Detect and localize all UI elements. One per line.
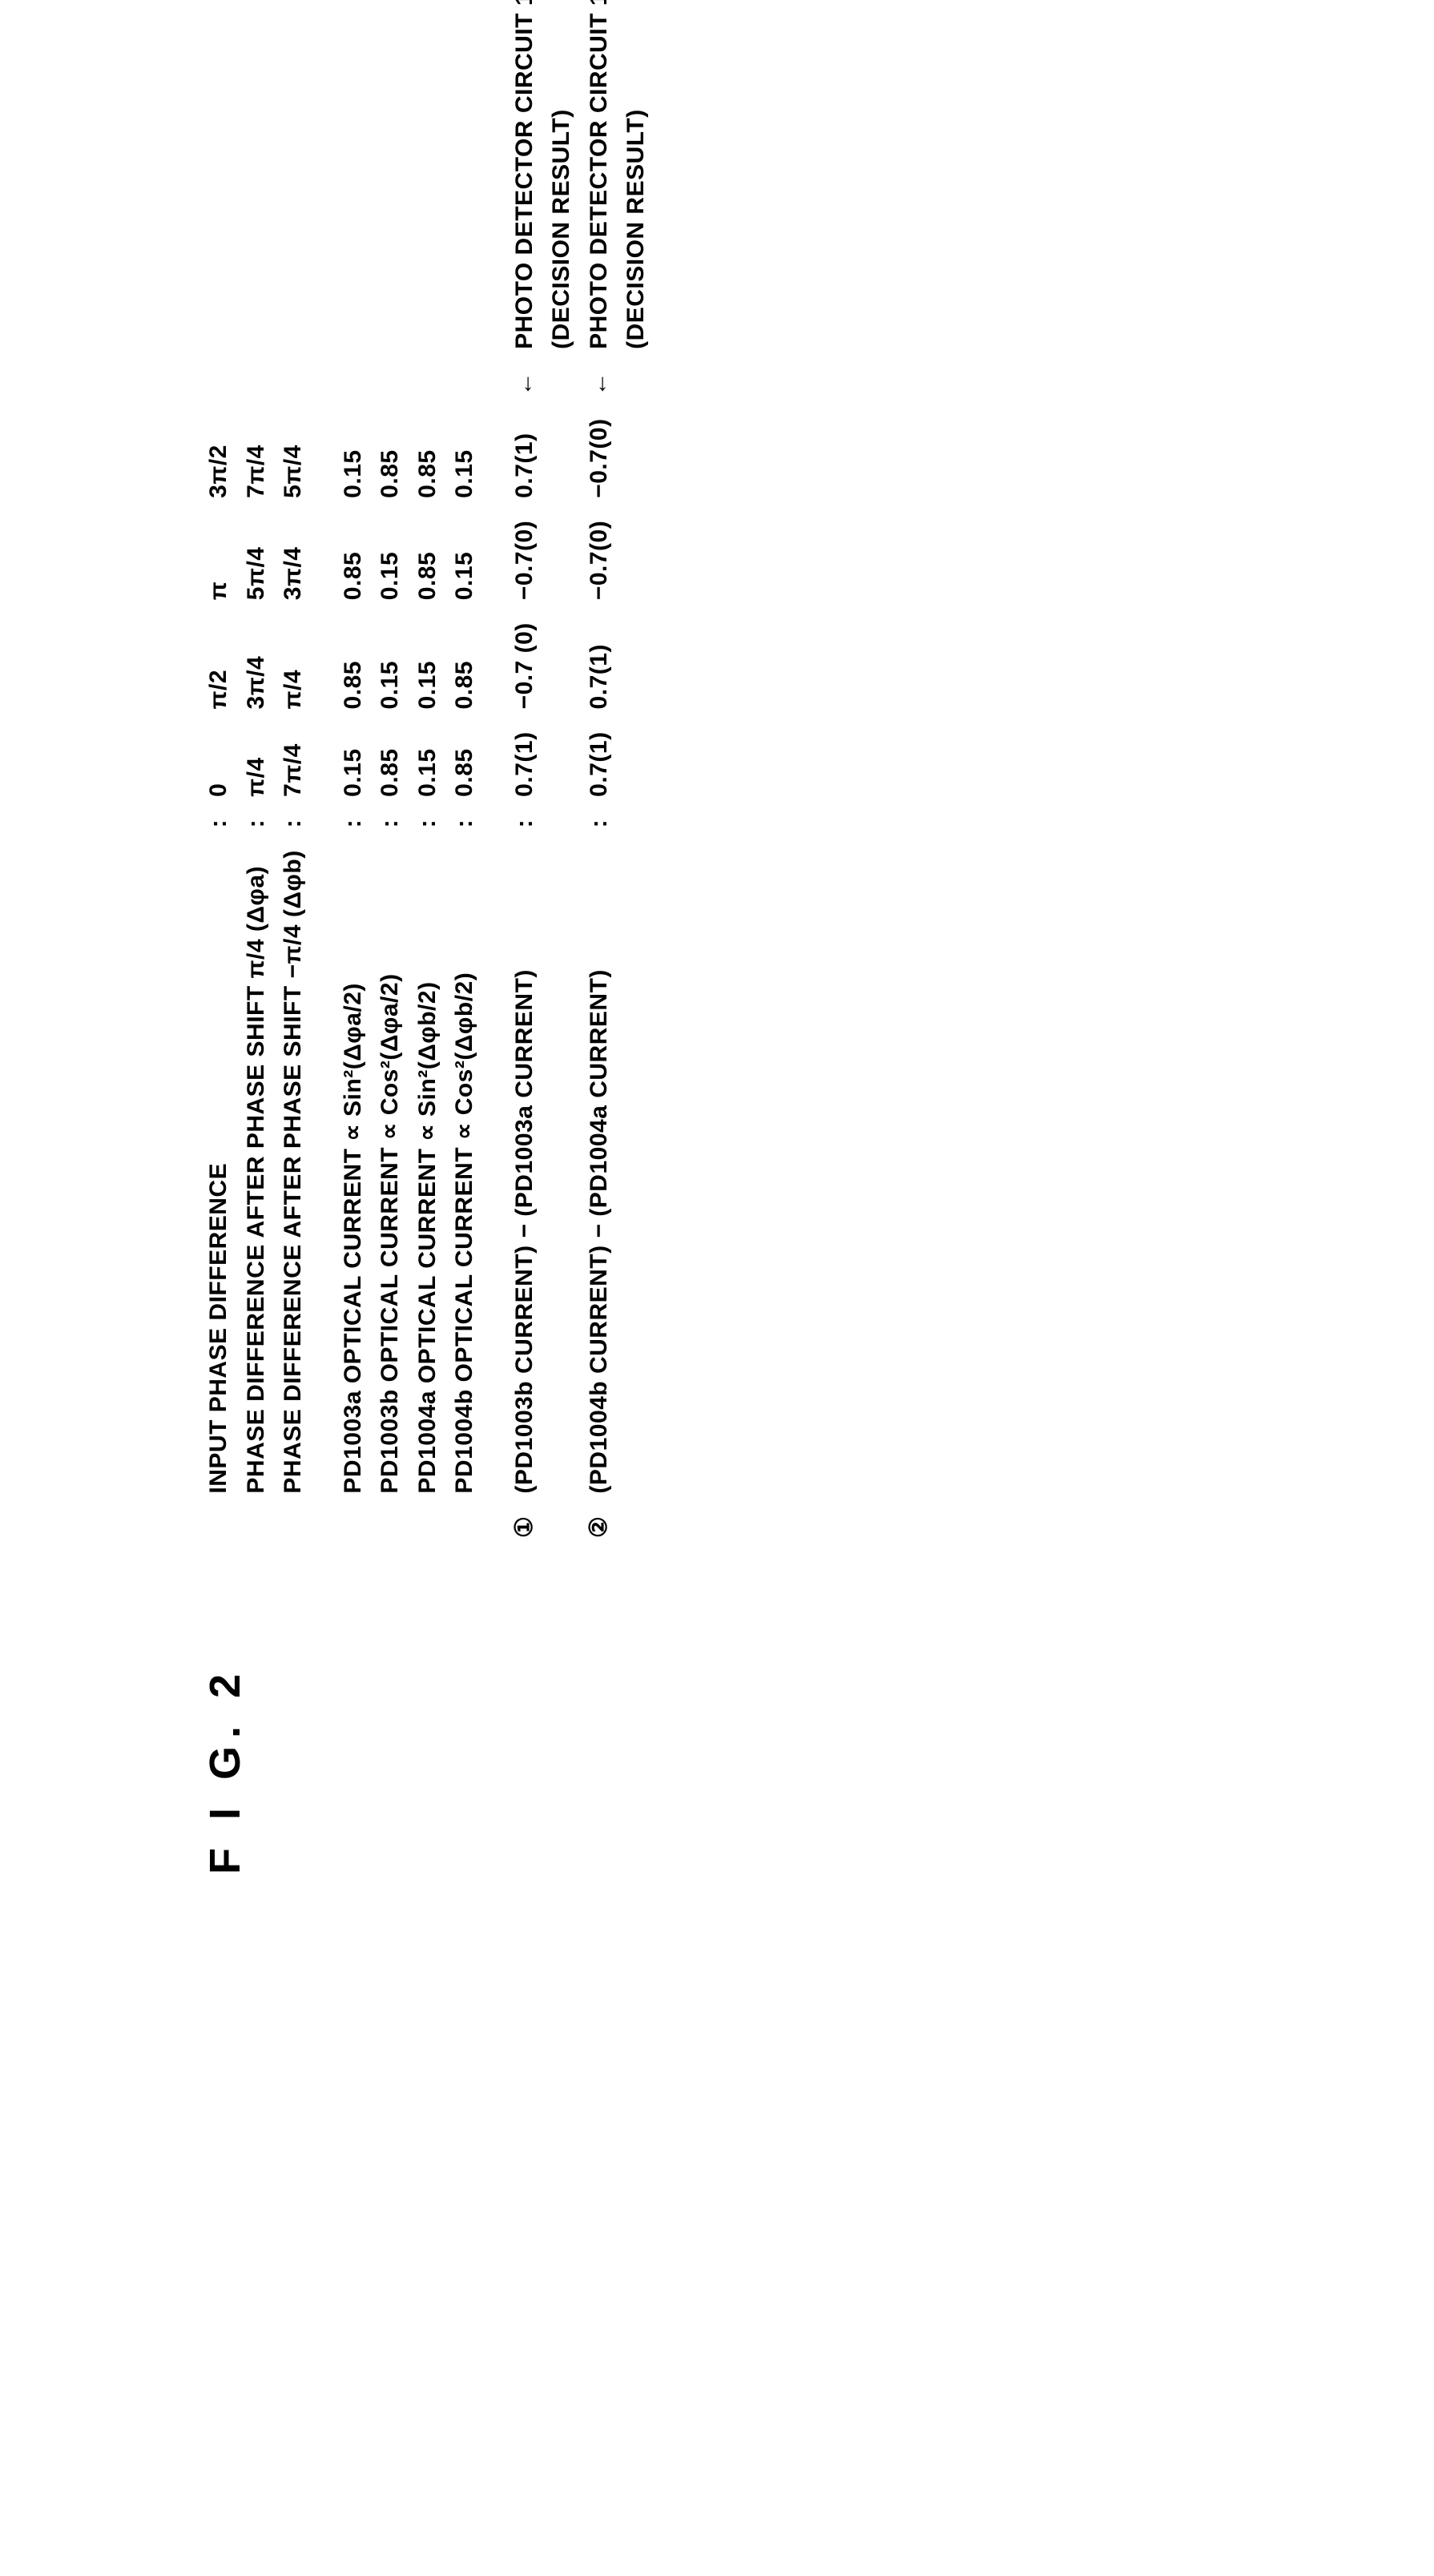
- row-label: (PD1003b CURRENT) − (PD1003a CURRENT): [506, 827, 581, 1493]
- row-number-icon: ①: [506, 1516, 544, 1538]
- cell: 0.7(1): [581, 600, 655, 709]
- cell: 0.7(1): [581, 709, 655, 796]
- cell: 0.85: [372, 396, 409, 497]
- table-row: INPUT PHASE DIFFERENCE : 0 π/2 π 3π/2: [200, 0, 238, 1538]
- note-text: PHOTO DETECTOR CIRCUIT 1003 OUTPUT LEVEL…: [506, 0, 581, 349]
- table-block: INPUT PHASE DIFFERENCE : 0 π/2 π 3π/2 PH…: [200, 176, 655, 1538]
- cell: 0.15: [372, 498, 409, 600]
- cell: 3π/2: [200, 396, 238, 497]
- row-label: PD1003b OPTICAL CURRENT ∝ Cos²(Δφa/2): [372, 827, 409, 1493]
- cell: 0.85: [372, 709, 409, 796]
- cell: 0.15: [446, 396, 484, 497]
- row-label: PD1003a OPTICAL CURRENT ∝ Sin²(Δφa/2): [335, 827, 373, 1493]
- cell: −0.7(0): [581, 396, 655, 497]
- cell: 0.15: [372, 600, 409, 709]
- row-label: (PD1004b CURRENT) − (PD1004a CURRENT): [581, 827, 655, 1493]
- row-number-icon: ②: [581, 1516, 618, 1538]
- cell: 0.7(1): [506, 396, 581, 497]
- table-row: ① (PD1003b CURRENT) − (PD1003a CURRENT) …: [506, 0, 581, 1538]
- cell: −0.7(0): [581, 498, 655, 600]
- cell: 0.85: [409, 498, 447, 600]
- separator: :: [238, 797, 276, 828]
- arrow-icon: ←: [506, 349, 581, 396]
- cell: 0.15: [446, 498, 484, 600]
- note-line2: (DECISION RESULT): [622, 109, 649, 349]
- separator: :: [335, 797, 373, 828]
- arrow-icon: ←: [581, 349, 655, 396]
- cell: 0.15: [335, 709, 373, 796]
- table-row: ② (PD1004b CURRENT) − (PD1004a CURRENT) …: [581, 0, 655, 1538]
- cell: 0.85: [409, 396, 447, 497]
- cell: 5π/4: [275, 396, 312, 497]
- cell: 0.85: [446, 709, 484, 796]
- table-row: PD1004b OPTICAL CURRENT ∝ Cos²(Δφb/2) : …: [446, 0, 484, 1538]
- cell: 7π/4: [275, 709, 312, 796]
- figure-label: F I G. 2: [200, 1666, 250, 1874]
- cell: π/4: [275, 600, 312, 709]
- cell: 0: [200, 709, 238, 796]
- cell: 3π/4: [275, 498, 312, 600]
- cell: 0.15: [409, 600, 447, 709]
- table-row: PHASE DIFFERENCE AFTER PHASE SHIFT π/4 (…: [238, 0, 276, 1538]
- cell: 0.7(1): [506, 709, 581, 796]
- cell: 0.15: [409, 709, 447, 796]
- separator: :: [372, 797, 409, 828]
- table-row: PD1003b OPTICAL CURRENT ∝ Cos²(Δφa/2) : …: [372, 0, 409, 1538]
- separator: :: [446, 797, 484, 828]
- cell: 3π/4: [238, 600, 276, 709]
- page: INPUT PHASE DIFFERENCE : 0 π/2 π 3π/2 PH…: [0, 0, 1434, 2576]
- separator: :: [506, 797, 581, 828]
- cell: 0.85: [335, 498, 373, 600]
- data-table: INPUT PHASE DIFFERENCE : 0 π/2 π 3π/2 PH…: [200, 0, 655, 1538]
- separator: :: [275, 797, 312, 828]
- note-line2: (DECISION RESULT): [548, 109, 574, 349]
- cell: 7π/4: [238, 396, 276, 497]
- cell: 5π/4: [238, 498, 276, 600]
- cell: −0.7(0): [506, 498, 581, 600]
- row-label: PHASE DIFFERENCE AFTER PHASE SHIFT −π/4 …: [275, 827, 312, 1493]
- row-label: INPUT PHASE DIFFERENCE: [200, 827, 238, 1493]
- cell: 0.85: [335, 600, 373, 709]
- cell: π: [200, 498, 238, 600]
- row-label: PD1004a OPTICAL CURRENT ∝ Sin²(Δφb/2): [409, 827, 447, 1493]
- table-row: PD1003a OPTICAL CURRENT ∝ Sin²(Δφa/2) : …: [335, 0, 373, 1538]
- note-text: PHOTO DETECTOR CIRCUIT 1004 OUTPUT LEVEL…: [581, 0, 655, 349]
- cell: 0.15: [335, 396, 373, 497]
- cell: 0.85: [446, 600, 484, 709]
- separator: :: [581, 797, 655, 828]
- separator: :: [200, 797, 238, 828]
- note-line1: PHOTO DETECTOR CIRCUIT 1003 OUTPUT LEVEL: [511, 0, 538, 349]
- row-label: PD1004b OPTICAL CURRENT ∝ Cos²(Δφb/2): [446, 827, 484, 1493]
- table-row: PHASE DIFFERENCE AFTER PHASE SHIFT −π/4 …: [275, 0, 312, 1538]
- cell: π/4: [238, 709, 276, 796]
- separator: :: [409, 797, 447, 828]
- row-label: PHASE DIFFERENCE AFTER PHASE SHIFT π/4 (…: [238, 827, 276, 1493]
- note-line1: PHOTO DETECTOR CIRCUIT 1004 OUTPUT LEVEL: [586, 0, 612, 349]
- cell: −0.7 (0): [506, 600, 581, 709]
- table-row: PD1004a OPTICAL CURRENT ∝ Sin²(Δφb/2) : …: [409, 0, 447, 1538]
- cell: π/2: [200, 600, 238, 709]
